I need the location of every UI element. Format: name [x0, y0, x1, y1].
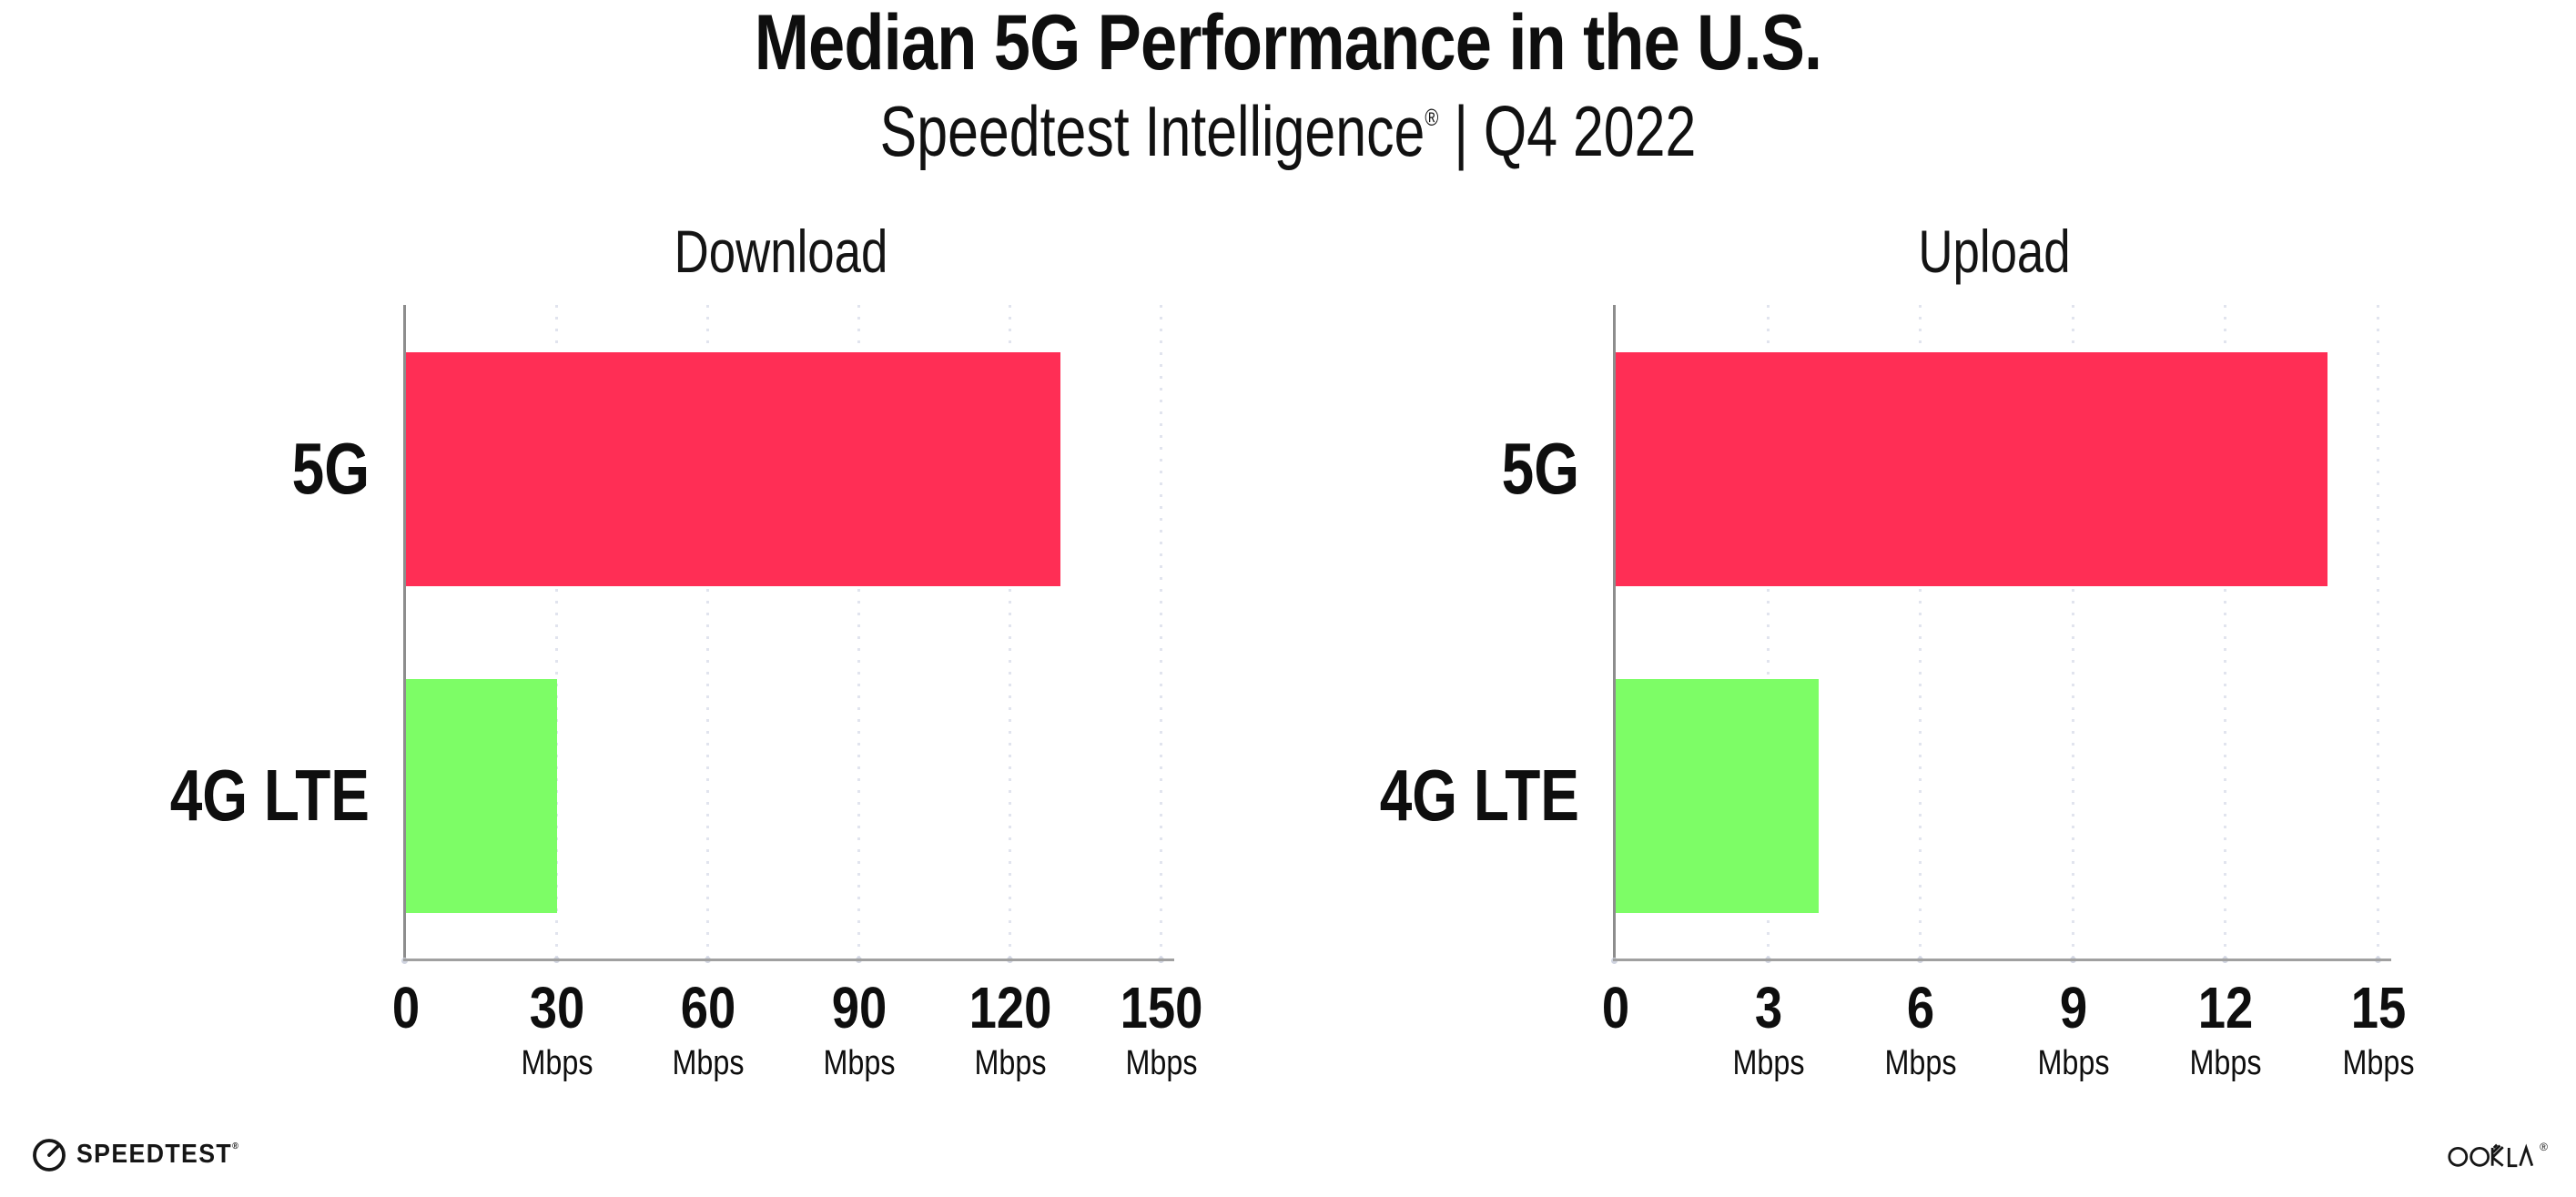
subtitle-brand: Speedtest Intelligence — [879, 91, 1425, 171]
category-label-5g: 5G — [1501, 428, 1579, 509]
upload-chart: Upload 5G 4G LTE 0 3 Mbps 6 Mbps — [1380, 218, 2415, 1131]
ookla-wordmark — [2448, 1143, 2539, 1169]
bar-5g-upload — [1616, 352, 2328, 586]
x-axis-line — [1613, 959, 2391, 961]
tick-unit: Mbps — [1125, 1044, 1198, 1082]
bar-4g-lte-upload — [1616, 679, 1820, 913]
registered-mark: ® — [1425, 104, 1439, 131]
category-label-5g: 5G — [291, 428, 370, 509]
x-tick: 60 Mbps — [646, 979, 770, 1080]
bar-5g-download — [406, 352, 1061, 586]
x-tick: 15 Mbps — [2317, 979, 2440, 1080]
speedtest-label: SPEEDTEST — [76, 1139, 233, 1169]
x-tick: 0 — [1554, 979, 1678, 1046]
tick-value: 15 — [2350, 975, 2407, 1040]
tick-value: 0 — [391, 975, 421, 1040]
x-tick: 150 Mbps — [1100, 979, 1223, 1080]
registered-mark: ® — [2540, 1141, 2548, 1153]
bar-4g-lte-download — [406, 679, 557, 913]
upload-chart-title: Upload — [1918, 218, 2071, 285]
gridline — [2375, 305, 2381, 963]
page-title: Median 5G Performance in the U.S. — [754, 0, 1822, 86]
category-label-4g-lte: 4G LTE — [1379, 755, 1579, 836]
x-tick: 3 Mbps — [1707, 979, 1831, 1080]
download-chart-title: Download — [674, 218, 888, 285]
registered-mark: ® — [232, 1141, 238, 1151]
tick-value: 30 — [529, 975, 585, 1040]
tick-unit: Mbps — [521, 1044, 593, 1082]
x-tick: 9 Mbps — [2012, 979, 2135, 1080]
tick-value: 90 — [831, 975, 887, 1040]
tick-unit: Mbps — [1884, 1044, 1957, 1082]
x-axis-line — [403, 959, 1174, 961]
tick-unit: Mbps — [1732, 1044, 1805, 1082]
tick-unit: Mbps — [2037, 1044, 2110, 1082]
tick-value: 12 — [2198, 975, 2254, 1040]
tick-unit: Mbps — [974, 1044, 1047, 1082]
tick-value: 60 — [680, 975, 736, 1040]
download-chart: Download 5G 4G LTE 0 30 Mbps 60 Mbps — [170, 218, 1203, 1131]
tick-value: 6 — [1907, 975, 1935, 1040]
download-plot-area: 5G 4G LTE 0 30 Mbps 60 Mbps 90 Mbps 120 … — [170, 305, 1202, 1080]
ookla-logo: ® — [2448, 1141, 2548, 1169]
x-tick: 12 Mbps — [2164, 979, 2287, 1080]
tick-value: 3 — [1754, 975, 1782, 1040]
x-tick: 120 Mbps — [948, 979, 1072, 1080]
tick-unit: Mbps — [2342, 1044, 2415, 1082]
x-tick: 0 — [344, 979, 468, 1046]
tick-value: 120 — [969, 975, 1052, 1040]
x-tick: 6 Mbps — [1859, 979, 1983, 1080]
page-subtitle: Speedtest Intelligence® | Q4 2022 — [283, 91, 2292, 173]
subtitle-period: | Q4 2022 — [1438, 91, 1697, 171]
x-tick: 90 Mbps — [797, 979, 921, 1080]
speedtest-logo: SPEEDTEST® — [30, 1135, 252, 1173]
speedtest-wordmark: SPEEDTEST® — [76, 1140, 238, 1170]
speedtest-gauge-icon — [30, 1135, 68, 1173]
x-tick: 30 Mbps — [495, 979, 619, 1080]
tick-value: 0 — [1601, 975, 1630, 1040]
upload-plot-area: 5G 4G LTE 0 3 Mbps 6 Mbps 9 Mbps 12 Mbps — [1380, 305, 2414, 1080]
tick-value: 9 — [2059, 975, 2087, 1040]
tick-unit: Mbps — [2189, 1044, 2262, 1082]
category-label-4g-lte: 4G LTE — [169, 755, 370, 836]
tick-value: 150 — [1120, 975, 1203, 1040]
tick-unit: Mbps — [823, 1044, 896, 1082]
gridline — [1158, 305, 1164, 963]
tick-unit: Mbps — [672, 1044, 745, 1082]
